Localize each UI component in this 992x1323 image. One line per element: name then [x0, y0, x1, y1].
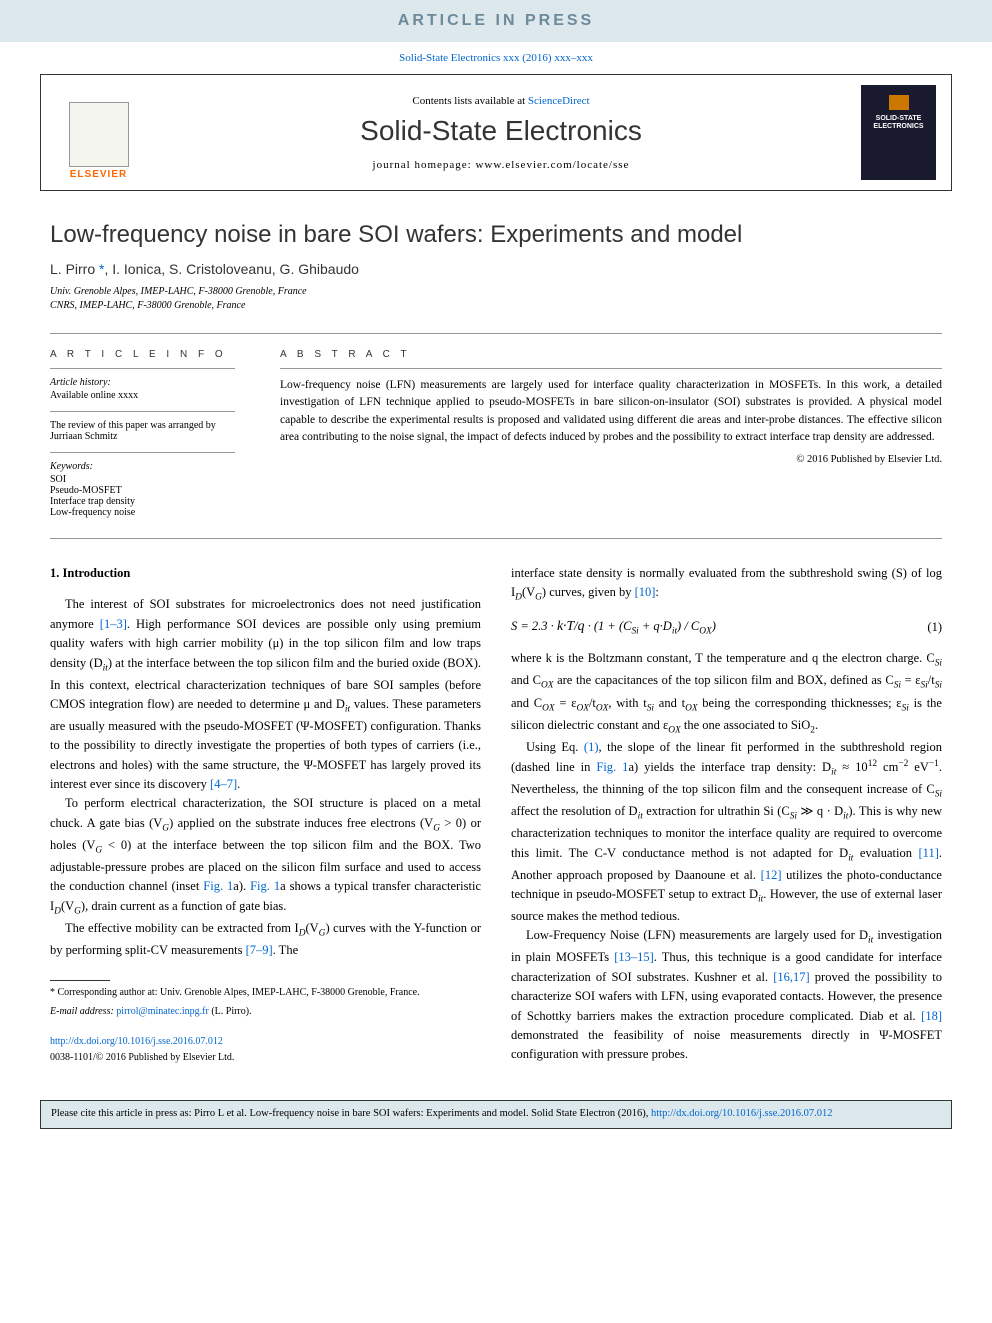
eq1-number: (1)	[927, 618, 942, 637]
abstract-text: Low-frequency noise (LFN) measurements a…	[280, 377, 942, 446]
fig1-link-b[interactable]: Fig. 1	[250, 879, 280, 893]
homepage-prefix: journal homepage:	[373, 159, 476, 171]
info-abstract-block: A R T I C L E I N F O Article history: A…	[50, 333, 942, 539]
authors-line: L. Pirro *, I. Ionica, S. Cristoloveanu,…	[50, 261, 942, 277]
sciencedirect-link[interactable]: ScienceDirect	[528, 95, 590, 107]
eq1-body: S = 2.3 · k·T/q · (1 + (CSi + q·Dit) / C…	[511, 615, 716, 639]
footnote-separator	[50, 980, 110, 981]
column-right: interface state density is normally eval…	[511, 564, 942, 1065]
issn-line: 0038-1101/© 2016 Published by Elsevier L…	[50, 1052, 234, 1063]
doi-link[interactable]: http://dx.doi.org/10.1016/j.sse.2016.07.…	[50, 1036, 223, 1047]
elsevier-text: ELSEVIER	[70, 169, 127, 180]
journal-header: ELSEVIER Contents lists available at Sci…	[40, 74, 952, 191]
affiliation-2: CNRS, IMEP-LAHC, F-38000 Grenoble, Franc…	[50, 299, 942, 313]
para-7: Low-Frequency Noise (LFN) measurements a…	[511, 926, 942, 1064]
citation-box: Please cite this article in press as: Pi…	[40, 1100, 952, 1129]
ref-link-11[interactable]: [11]	[919, 846, 939, 860]
cover-stamp-icon	[889, 95, 909, 110]
affiliations: Univ. Grenoble Alpes, IMEP-LAHC, F-38000…	[50, 285, 942, 313]
journal-ref-link[interactable]: Solid-State Electronics xxx (2016) xxx–x…	[399, 52, 593, 64]
elsevier-tree-icon	[69, 102, 129, 167]
copyright-line: © 2016 Published by Elsevier Ltd.	[280, 454, 942, 465]
journal-cover-thumbnail: SOLID-STATE ELECTRONICS	[861, 85, 936, 180]
keyword-1: SOI	[50, 474, 235, 485]
cite-prefix: Please cite this article in press as: Pi…	[51, 1108, 651, 1119]
equation-1: S = 2.3 · k·T/q · (1 + (CSi + q·Dit) / C…	[511, 615, 942, 639]
header-center: Contents lists available at ScienceDirec…	[141, 95, 861, 171]
article-in-press-banner: ARTICLE IN PRESS	[0, 0, 992, 42]
email-link[interactable]: pirrol@minatec.inpg.fr	[116, 1006, 209, 1017]
keyword-3: Interface trap density	[50, 496, 235, 507]
keyword-2: Pseudo-MOSFET	[50, 485, 235, 496]
abstract-heading: A B S T R A C T	[280, 349, 942, 360]
journal-reference-line: Solid-State Electronics xxx (2016) xxx–x…	[0, 42, 992, 74]
cite-doi-link[interactable]: http://dx.doi.org/10.1016/j.sse.2016.07.…	[651, 1108, 833, 1119]
contents-prefix: Contents lists available at	[412, 95, 527, 107]
column-left: 1. Introduction The interest of SOI subs…	[50, 564, 481, 1065]
ref-link-16-17[interactable]: [16,17]	[773, 970, 809, 984]
article-info: A R T I C L E I N F O Article history: A…	[50, 349, 260, 518]
article-title: Low-frequency noise in bare SOI wafers: …	[50, 221, 942, 249]
ref-link-18[interactable]: [18]	[921, 1009, 942, 1023]
para-6: Using Eq. (1), the slope of the linear f…	[511, 738, 942, 927]
review-text: The review of this paper was arranged by…	[50, 420, 235, 442]
corresponding-author-link[interactable]: *	[99, 261, 104, 277]
homepage-line: journal homepage: www.elsevier.com/locat…	[141, 159, 861, 171]
ref-link-12[interactable]: [12]	[761, 868, 782, 882]
eq1-ref-link[interactable]: (1)	[584, 740, 599, 754]
ref-link-10[interactable]: [10]	[635, 585, 656, 599]
corresponding-footnote: * Corresponding author at: Univ. Grenobl…	[50, 986, 481, 1000]
email-footnote: E-mail address: pirrol@minatec.inpg.fr (…	[50, 1005, 481, 1019]
ref-link-13-15[interactable]: [13–15]	[614, 950, 654, 964]
para-2: To perform electrical characterization, …	[50, 794, 481, 918]
cover-title-text: SOLID-STATE ELECTRONICS	[861, 115, 936, 132]
ref-link-1-3[interactable]: [1–3]	[100, 617, 127, 631]
history-label: Article history:	[50, 377, 235, 388]
elsevier-logo: ELSEVIER	[56, 85, 141, 180]
journal-name: Solid-State Electronics	[141, 115, 861, 147]
contents-line: Contents lists available at ScienceDirec…	[141, 95, 861, 107]
para-1: The interest of SOI substrates for micro…	[50, 595, 481, 794]
fig1-link-c[interactable]: Fig. 1	[596, 760, 628, 774]
keyword-4: Low-frequency noise	[50, 507, 235, 518]
keywords-label: Keywords:	[50, 461, 235, 472]
body-columns: 1. Introduction The interest of SOI subs…	[50, 564, 942, 1065]
ref-link-7-9[interactable]: [7–9]	[246, 943, 273, 957]
history-text: Available online xxxx	[50, 390, 235, 401]
fig1-link-a[interactable]: Fig. 1	[203, 879, 233, 893]
para-5: where k is the Boltzmann constant, T the…	[511, 649, 942, 737]
homepage-url: www.elsevier.com/locate/sse	[475, 159, 629, 171]
para-4: interface state density is normally eval…	[511, 564, 942, 605]
section-1-heading: 1. Introduction	[50, 564, 481, 583]
abstract-block: A B S T R A C T Low-frequency noise (LFN…	[260, 349, 942, 518]
article-content: Low-frequency noise in bare SOI wafers: …	[0, 191, 992, 1085]
article-info-heading: A R T I C L E I N F O	[50, 349, 235, 360]
para-3: The effective mobility can be extracted …	[50, 919, 481, 960]
ref-link-4-7[interactable]: [4–7]	[210, 777, 237, 791]
affiliation-1: Univ. Grenoble Alpes, IMEP-LAHC, F-38000…	[50, 285, 942, 299]
doi-block: http://dx.doi.org/10.1016/j.sse.2016.07.…	[50, 1034, 481, 1065]
